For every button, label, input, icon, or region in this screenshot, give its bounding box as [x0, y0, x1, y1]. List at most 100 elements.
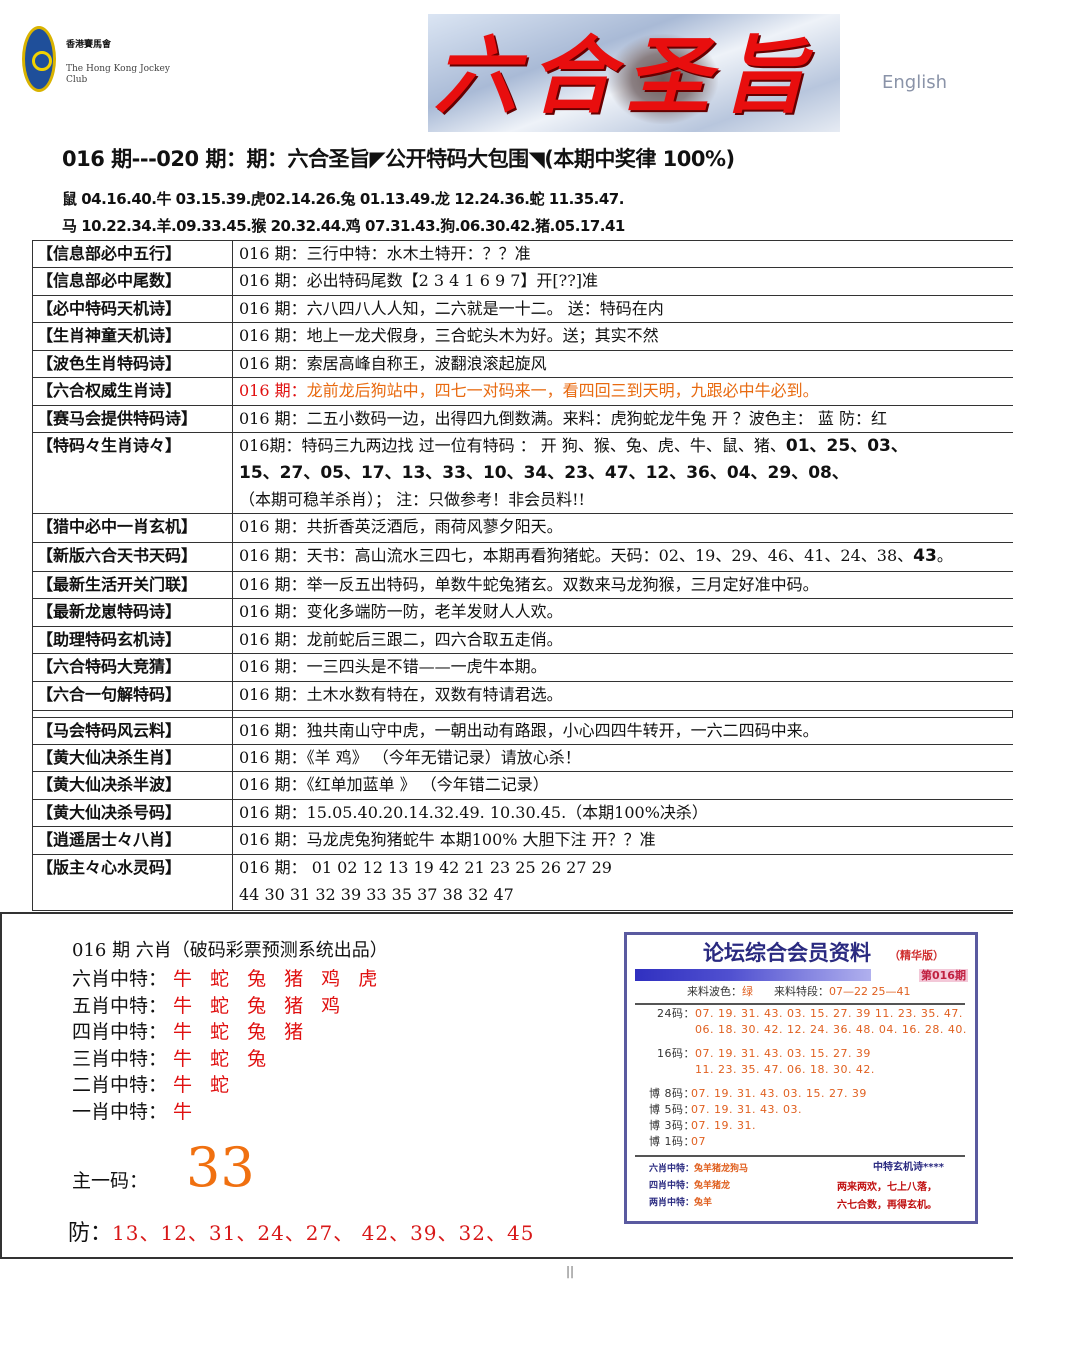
- footer-value: 兔羊猪龙狗马: [694, 1164, 749, 1174]
- row-label: 【马会特码风云料】: [32, 717, 233, 745]
- table-row: 【生肖神童天机诗】 016 期：地上一龙犬假身，三合蛇头木为好。送；其实不然: [32, 322, 1013, 351]
- pick-value: 牛 蛇 兔: [173, 1047, 273, 1070]
- row-label: 【必中特码天机诗】: [32, 295, 233, 323]
- zodiac-pick-row: 六肖中特：牛 蛇 兔 猪 鸡 虎: [72, 968, 383, 990]
- divider: [635, 1003, 965, 1005]
- zodiac-numbers-line: 鼠 04.16.40.牛 03.15.39.虎02.14.26.兔 01.13.…: [62, 190, 624, 208]
- footer-label: 四肖中特：: [649, 1181, 695, 1191]
- row-content: 016 期：马龙虎兔狗猪蛇牛 本期100% 大胆下注 开？？准: [232, 826, 1013, 855]
- banner: 六合圣旨: [428, 14, 840, 132]
- table-row: 【信息部必中五行】 016 期：三行中特：水木土特开：？？准: [32, 240, 1013, 268]
- row-label: 博 1码：: [649, 1135, 695, 1148]
- row-label: 【最新龙崽特码诗】: [32, 598, 233, 627]
- row-content: 016 期：索居高峰自称王，波翻浪滚起旋风: [232, 350, 1013, 378]
- section-header: 016 期 六肖（破码彩票预测系统出品）: [72, 940, 388, 961]
- panel-number-row: 博 5码：07. 19. 31. 43. 03.: [649, 1103, 802, 1117]
- poem-line: 两来两欢，七上八落，: [837, 1182, 937, 1193]
- row-label: 【信息部必中尾数】: [32, 267, 233, 296]
- forum-member-panel: 论坛综合会员资料 （精华版） 第016期 来料波色：绿 来料特段：07—22 2…: [624, 932, 978, 1224]
- row-text: 016 期：一三四头是不错——一虎牛本期。: [239, 657, 547, 676]
- english-link[interactable]: English: [882, 72, 947, 93]
- row-label: 博 8码：: [649, 1087, 695, 1100]
- panel-footer-row: 四肖中特：兔羊猪龙: [649, 1180, 730, 1192]
- row-text: 016 期：举一反五出特码，单数牛蛇兔猪玄。双数来马龙狗猴，三月定好准中码。: [239, 575, 819, 594]
- source-value: 绿: [742, 985, 753, 998]
- row-label: 【信息部必中五行】: [32, 240, 233, 268]
- table-row: 【最新生活开关门联】 016 期：举一反五出特码，单数牛蛇兔猪玄。双数来马龙狗猴，…: [32, 571, 1013, 599]
- zodiac-pick-row: 一肖中特：牛: [72, 1101, 198, 1123]
- row-text: 016 期：: [239, 381, 307, 400]
- row-text: 016 期：二五小数码一边，出得四九倒数满。来料：虎狗蛇龙牛兔 开 ？波色主： …: [239, 409, 887, 428]
- table-row: 【逍遥居士々八肖】 016 期：马龙虎兔狗猪蛇牛 本期100% 大胆下注 开？？准: [32, 826, 1013, 855]
- row-numbers: 07. 19. 31.: [691, 1119, 756, 1132]
- panel-number-row: 16码：07. 19. 31. 43. 03. 15. 27. 39: [653, 1047, 871, 1061]
- row-content: 016 期：共折香英泛酒卮，雨荷风蓼夕阳天。: [232, 513, 1013, 543]
- table-row: 【黄大仙决杀半波】 016 期：《红单加蓝单 》 （今年错二记录）: [32, 771, 1013, 800]
- row-text: 016 期：三行中特：水木土特开：？？准: [239, 244, 531, 263]
- row-label: 博 5码：: [649, 1103, 695, 1116]
- row-content: 016 期：《羊 鸡》 （今年无错记录）请放心杀！: [232, 744, 1013, 772]
- jockey-club-emblem-icon: [22, 26, 56, 92]
- panel-number-row: 11. 23. 35. 47. 06. 18. 30. 42.: [653, 1063, 875, 1077]
- spacer-row: [32, 710, 1013, 718]
- panel-number-row: 博 8码：07. 19. 31. 43. 03. 15. 27. 39: [649, 1087, 867, 1101]
- row-text: 016 期： 01 02 12 13 19 42 21 23 25 26 27 …: [239, 858, 612, 877]
- row-label: 【特码々生肖诗々】: [32, 432, 233, 514]
- row-content: 016 期：独共南山守中虎，一朝出动有路跟，小心四四牛转开，一六二四码中来。: [232, 717, 1013, 745]
- divider-mark: ||: [566, 1264, 575, 1278]
- pick-label: 六肖中特：: [72, 968, 168, 990]
- panel-edition: （精华版）: [889, 949, 944, 962]
- table-row: 【六合权威生肖诗】 016 期：龙前龙后狗站中，四七一对码来一，看四回三到天明，九…: [32, 377, 1013, 406]
- table-row: 【猎中必中一肖玄机】 016 期：共折香英泛酒卮，雨荷风蓼夕阳天。: [32, 513, 1013, 543]
- pick-value: 牛 蛇 兔 猪: [173, 1021, 310, 1043]
- row-numbers: 07: [691, 1135, 706, 1148]
- row-text: 016 期：马龙虎兔狗猪蛇牛 本期100% 大胆下注 开？？准: [239, 830, 656, 849]
- pick-label: 三肖中特：: [72, 1047, 168, 1070]
- panel-color-bar: [635, 969, 871, 981]
- row-label: 【逍遥居士々八肖】: [32, 826, 233, 855]
- row-label: 16码：: [657, 1047, 695, 1060]
- table-row: 【黄大仙决杀号码】 016 期：15.05.40.20.14.32.49. 10.…: [32, 799, 1013, 827]
- defense-numbers: 防：13、12、31、24、27、 42、39、32、45: [68, 1220, 534, 1247]
- row-text: 016 期：变化多端防一防，老羊发财人人欢。: [239, 602, 563, 621]
- headline: 016 期---020 期：期：六合圣旨◤公开特码大包围◥(本期中奖律 100%…: [62, 147, 735, 171]
- table-row: 【信息部必中尾数】 016 期：必出特码尾数【2 3 4 1 6 9 7】开[??…: [32, 267, 1013, 296]
- pick-label: 二肖中特：: [72, 1074, 168, 1096]
- row-label: 【黄大仙决杀号码】: [32, 799, 233, 827]
- row-label: 【最新生活开关门联】: [32, 571, 233, 599]
- pick-value: 牛 蛇 兔 猪 鸡: [173, 994, 347, 1017]
- logo-cn-text: 香港賽馬會: [66, 40, 112, 50]
- prediction-table: 【信息部必中五行】 016 期：三行中特：水木土特开：？？准 【信息部必中尾数】 01…: [32, 240, 1013, 911]
- row-content: 016 期：必出特码尾数【2 3 4 1 6 9 7】开[??]准: [232, 267, 1013, 296]
- row-label: 【版主々心水灵码】: [32, 854, 233, 911]
- row-label: 【猎中必中一肖玄机】: [32, 513, 233, 543]
- footer-label: 六肖中特：: [649, 1164, 695, 1174]
- row-content: 016 期：龙前龙后狗站中，四七一对码来一，看四回三到天明，九跟必中牛必到。: [232, 377, 1013, 406]
- row-text: 016 期：必出特码尾数【2 3 4 1 6 9 7】开[??]准: [239, 271, 599, 290]
- panel-number-row: 06. 18. 30. 42. 12. 24. 36. 48. 04. 16. …: [653, 1023, 967, 1037]
- row-label: 【波色生肖特码诗】: [32, 350, 233, 378]
- defense-label: 防：: [68, 1221, 113, 1246]
- table-row: 【黄大仙决杀生肖】 016 期：《羊 鸡》 （今年无错记录）请放心杀！: [32, 744, 1013, 772]
- banner-title: 六合圣旨: [434, 26, 819, 125]
- table-row: 【赛马会提供特码诗】 016 期：二五小数码一边，出得四九倒数满。来料：虎狗蛇龙牛…: [32, 405, 1013, 433]
- panel-issue: 第016期: [919, 969, 968, 982]
- table-row: 【马会特码风云料】 016 期：独共南山守中虎，一朝出动有路跟，小心四四牛转开，一…: [32, 717, 1013, 745]
- defense-values: 13、12、31、24、27、 42、39、32、45: [112, 1221, 535, 1245]
- row-text: 016 期：土木水数有特在，双数有特请君选。: [239, 685, 563, 704]
- pick-value: 牛 蛇: [173, 1074, 236, 1096]
- row-numbers: 11. 23. 35. 47. 06. 18. 30. 42.: [695, 1063, 875, 1076]
- main-number-label: 主一码：: [72, 1170, 149, 1192]
- row-label: 【生肖神童天机诗】: [32, 322, 233, 351]
- row-text: 15、27、05、17、13、33、10、34、23、47、12、36、04、2…: [239, 463, 849, 483]
- row-content: 016 期：二五小数码一边，出得四九倒数满。来料：虎狗蛇龙牛兔 开 ？波色主： …: [232, 405, 1013, 433]
- row-numbers: 06. 18. 30. 42. 12. 24. 36. 48. 04. 16. …: [695, 1023, 967, 1036]
- row-content: 016 期：举一反五出特码，单数牛蛇兔猪玄。双数来马龙狗猴，三月定好准中码。: [232, 571, 1013, 599]
- zodiac-pick-row: 三肖中特：牛 蛇 兔: [72, 1048, 272, 1070]
- table-row: 【必中特码天机诗】 016 期：六八四八人人知，二六就是一十二。 送：特码在内: [32, 295, 1013, 323]
- zodiac-pick-row: 二肖中特：牛 蛇: [72, 1074, 235, 1096]
- pick-label: 五肖中特：: [72, 994, 168, 1017]
- row-label: 24码：: [657, 1007, 695, 1020]
- row-numbers: 07. 19. 31. 43. 03.: [691, 1103, 802, 1116]
- pick-value: 牛: [173, 1100, 199, 1123]
